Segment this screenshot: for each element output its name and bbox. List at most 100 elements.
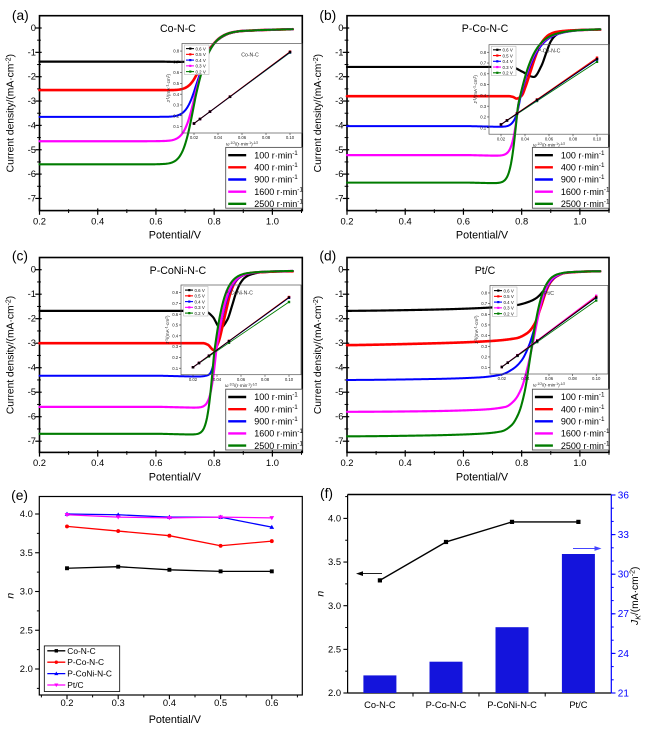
svg-text:0.4: 0.4 xyxy=(399,457,412,468)
svg-text:0.08: 0.08 xyxy=(569,136,578,141)
svg-text:Pt/C: Pt/C xyxy=(67,680,83,690)
svg-text:0: 0 xyxy=(338,22,343,33)
svg-text:-3: -3 xyxy=(335,95,343,106)
svg-text:0.5: 0.5 xyxy=(173,81,180,86)
svg-text:900 r·min-1: 900 r·min-1 xyxy=(254,416,298,427)
svg-text:0.1: 0.1 xyxy=(480,125,487,130)
svg-text:0.06: 0.06 xyxy=(545,376,554,381)
svg-text:0.2: 0.2 xyxy=(481,355,488,360)
svg-text:400 r·min-1: 400 r·min-1 xyxy=(561,162,605,173)
svg-text:-1: -1 xyxy=(28,46,36,57)
svg-text:1.0: 1.0 xyxy=(266,215,279,226)
svg-text:900 r·min-1: 900 r·min-1 xyxy=(254,174,298,185)
svg-text:J-1/(mA-1·cm2): J-1/(mA-1·cm2) xyxy=(165,73,171,102)
svg-text:3.5: 3.5 xyxy=(20,547,33,558)
svg-text:0.3 V: 0.3 V xyxy=(195,305,205,310)
svg-text:0.4 V: 0.4 V xyxy=(195,299,205,304)
svg-text:Current density/(mA·cm-2): Current density/(mA·cm-2) xyxy=(313,54,324,172)
svg-text:0.4: 0.4 xyxy=(480,93,487,98)
svg-text:Co-N-C: Co-N-C xyxy=(241,53,259,59)
svg-text:-2: -2 xyxy=(335,313,343,324)
svg-text:2.5: 2.5 xyxy=(20,625,33,636)
svg-text:-1: -1 xyxy=(335,288,343,299)
svg-text:0.4 V: 0.4 V xyxy=(503,59,513,64)
svg-text:0.8: 0.8 xyxy=(480,50,487,55)
svg-text:0.02: 0.02 xyxy=(498,376,507,381)
svg-text:1.0: 1.0 xyxy=(573,215,586,226)
svg-text:Pt/C: Pt/C xyxy=(544,291,554,297)
svg-text:Potential/V: Potential/V xyxy=(149,471,202,483)
svg-text:3.5: 3.5 xyxy=(328,556,341,567)
svg-text:0.6: 0.6 xyxy=(149,215,162,226)
svg-text:0.6 V: 0.6 V xyxy=(196,46,206,51)
svg-text:0.4 V: 0.4 V xyxy=(504,300,514,305)
svg-text:0.3 V: 0.3 V xyxy=(503,65,513,70)
svg-text:-5: -5 xyxy=(28,144,36,155)
svg-text:Co-N-C: Co-N-C xyxy=(67,646,95,656)
svg-text:0.7: 0.7 xyxy=(480,61,487,66)
svg-text:0.10: 0.10 xyxy=(285,377,294,382)
svg-text:0.8: 0.8 xyxy=(515,215,528,226)
svg-text:0.7: 0.7 xyxy=(172,301,179,306)
svg-text:2.5: 2.5 xyxy=(328,644,341,655)
svg-text:400 r·min-1: 400 r·min-1 xyxy=(254,162,298,173)
svg-text:Pt/C: Pt/C xyxy=(569,700,587,710)
svg-text:0.10: 0.10 xyxy=(592,376,601,381)
svg-text:0.5: 0.5 xyxy=(172,323,179,328)
svg-text:0.3 V: 0.3 V xyxy=(196,64,206,69)
svg-text:100 r·min-1: 100 r·min-1 xyxy=(254,392,298,403)
svg-text:0.4: 0.4 xyxy=(173,92,180,97)
svg-text:2500 r·min-1: 2500 r·min-1 xyxy=(561,199,610,210)
svg-text:0.04: 0.04 xyxy=(521,376,530,381)
svg-text:36: 36 xyxy=(618,490,630,501)
svg-text:0.6: 0.6 xyxy=(265,697,278,708)
svg-text:(c): (c) xyxy=(12,249,28,264)
svg-text:0.5 V: 0.5 V xyxy=(503,53,513,58)
svg-text:0.04: 0.04 xyxy=(521,136,530,141)
svg-text:24: 24 xyxy=(618,649,630,660)
svg-text:0.8: 0.8 xyxy=(208,215,221,226)
svg-text:0.08: 0.08 xyxy=(568,376,577,381)
svg-text:0.02: 0.02 xyxy=(497,136,506,141)
svg-text:0.4: 0.4 xyxy=(481,333,488,338)
svg-text:Potential/V: Potential/V xyxy=(149,230,202,242)
svg-text:0.2: 0.2 xyxy=(173,113,180,118)
svg-text:-4: -4 xyxy=(335,362,343,373)
svg-text:0.8: 0.8 xyxy=(515,457,528,468)
svg-text:Current density/(mA·cm-2): Current density/(mA·cm-2) xyxy=(5,54,16,172)
svg-text:Potential/V: Potential/V xyxy=(456,471,509,483)
svg-text:-2: -2 xyxy=(28,313,36,324)
svg-text:0.5 V: 0.5 V xyxy=(504,294,514,299)
svg-text:0.2: 0.2 xyxy=(60,697,73,708)
svg-text:0.1: 0.1 xyxy=(481,365,488,370)
svg-text:-7: -7 xyxy=(335,435,343,446)
svg-text:-7: -7 xyxy=(28,435,36,446)
svg-text:0.04: 0.04 xyxy=(213,377,222,382)
svg-text:(b): (b) xyxy=(319,8,336,23)
svg-text:P-Co-N-C: P-Co-N-C xyxy=(67,657,104,667)
svg-text:(e): (e) xyxy=(11,488,28,503)
svg-text:ω-1/2/(r·min-1)-1/2: ω-1/2/(r·min-1)-1/2 xyxy=(225,383,257,389)
svg-text:(a): (a) xyxy=(12,8,29,23)
svg-text:0.8: 0.8 xyxy=(172,290,179,295)
svg-text:0.06: 0.06 xyxy=(238,135,247,140)
svg-text:1600 r·min-1: 1600 r·min-1 xyxy=(254,186,303,197)
svg-text:0.5: 0.5 xyxy=(214,697,227,708)
svg-text:1.0: 1.0 xyxy=(266,457,279,468)
svg-text:2.0: 2.0 xyxy=(328,687,341,698)
svg-text:n: n xyxy=(4,593,16,599)
svg-text:-6: -6 xyxy=(28,168,36,179)
svg-text:0.04: 0.04 xyxy=(214,135,223,140)
svg-text:0.06: 0.06 xyxy=(237,377,246,382)
svg-text:0.6 V: 0.6 V xyxy=(504,288,514,293)
svg-text:100 r·min-1: 100 r·min-1 xyxy=(561,392,605,403)
svg-text:900 r·min-1: 900 r·min-1 xyxy=(561,174,605,185)
svg-text:0.4: 0.4 xyxy=(91,457,104,468)
svg-text:0.4 V: 0.4 V xyxy=(196,58,206,63)
svg-text:-6: -6 xyxy=(28,411,36,422)
svg-text:0.06: 0.06 xyxy=(545,136,554,141)
svg-text:0.10: 0.10 xyxy=(286,135,295,140)
svg-text:ω-1/2/(r·min-1)-1/2: ω-1/2/(r·min-1)-1/2 xyxy=(533,142,565,148)
svg-text:-4: -4 xyxy=(28,119,36,130)
svg-text:0.1: 0.1 xyxy=(172,366,179,371)
